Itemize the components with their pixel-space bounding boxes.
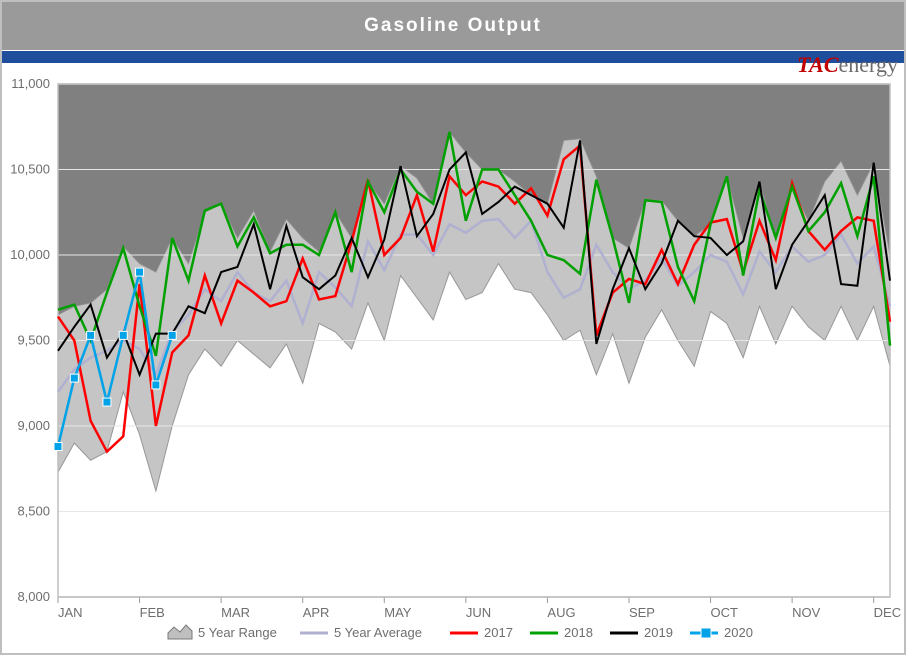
series-2020-marker — [54, 443, 62, 451]
x-tick-label: OCT — [711, 605, 739, 620]
y-tick-label: 10,500 — [10, 162, 50, 177]
series-2020-marker — [103, 398, 111, 406]
x-tick-label: APR — [303, 605, 330, 620]
series-2020-marker — [87, 331, 95, 339]
y-tick-label: 11,000 — [11, 76, 50, 91]
chart-title: Gasoline Output — [2, 2, 904, 50]
series-2020-marker — [70, 374, 78, 382]
x-tick-label: SEP — [629, 605, 655, 620]
y-tick-label: 8,000 — [17, 589, 50, 604]
x-tick-label: JUN — [466, 605, 491, 620]
series-2020-marker — [168, 331, 176, 339]
legend-label: 2018 — [564, 625, 593, 640]
legend-label: 2019 — [644, 625, 673, 640]
x-tick-label: DEC — [874, 605, 901, 620]
x-tick-label: MAR — [221, 605, 250, 620]
accent-bar — [2, 50, 904, 64]
brand-gray: energy — [839, 52, 898, 77]
chart-svg: 8,000 8,500 9,000 9,500 10,000 10,500 11,000 JA… — [6, 64, 904, 653]
y-tick-label: 9,000 — [17, 418, 50, 433]
series-2020-marker — [136, 268, 144, 276]
legend-label: 2020 — [724, 625, 753, 640]
y-tick-label: 8,500 — [17, 504, 50, 519]
x-tick-label: MAY — [384, 605, 412, 620]
x-tick-label: JAN — [58, 605, 83, 620]
y-tick-label: 9,500 — [17, 333, 50, 348]
legend-label: 2017 — [484, 625, 513, 640]
x-tick-label: AUG — [547, 605, 575, 620]
y-tick-label: 10,000 — [10, 247, 50, 262]
x-tick-label: FEB — [140, 605, 165, 620]
brand-red: TAC — [797, 52, 839, 77]
series-2020-marker — [152, 381, 160, 389]
chart-frame: Gasoline Output TACenergy 8,000 8,500 9,00… — [0, 0, 906, 655]
x-tick-label: NOV — [792, 605, 821, 620]
legend-label: 5 Year Range — [198, 625, 277, 640]
brand-logo: TACenergy — [797, 52, 898, 78]
legend-label: 5 Year Average — [334, 625, 422, 640]
series-2020-marker — [119, 331, 127, 339]
plot-area: 8,000 8,500 9,000 9,500 10,000 10,500 11,000 JA… — [6, 64, 900, 649]
